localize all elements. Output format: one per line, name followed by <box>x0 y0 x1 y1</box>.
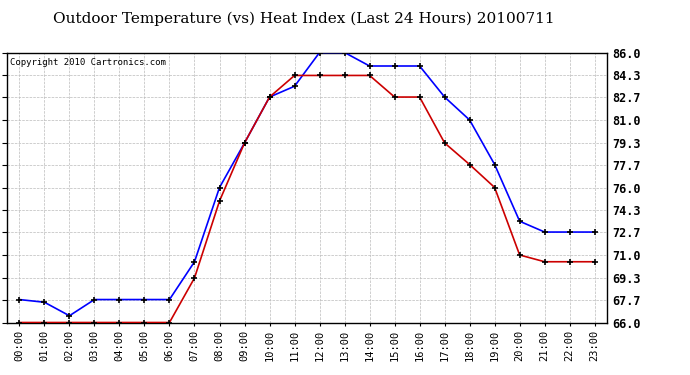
Text: Outdoor Temperature (vs) Heat Index (Last 24 Hours) 20100711: Outdoor Temperature (vs) Heat Index (Las… <box>53 11 554 26</box>
Text: Copyright 2010 Cartronics.com: Copyright 2010 Cartronics.com <box>10 58 166 67</box>
